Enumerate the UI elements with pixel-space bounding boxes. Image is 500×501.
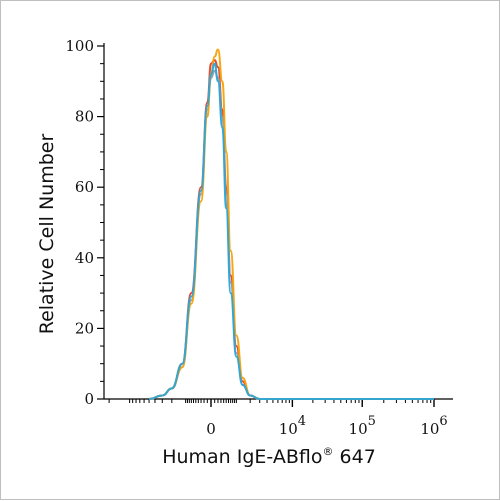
y-tick-label: 20 — [75, 319, 94, 337]
y-tick-label: 80 — [75, 108, 94, 126]
x-tick-label: 106 — [420, 414, 447, 438]
histogram-series-4 — [149, 62, 434, 401]
x-tick-label: 0 — [206, 420, 216, 438]
y-axis-label: Relative Cell Number — [36, 134, 58, 335]
y-tick-label: 100 — [65, 37, 94, 55]
x-axis-label-sup: ® — [322, 445, 333, 458]
x-axis-label-main: Human IgE-ABflo — [162, 446, 322, 468]
histogram-series-3 — [149, 48, 434, 401]
histogram-series-1 — [149, 59, 434, 401]
histogram-series-2 — [149, 69, 434, 401]
histogram-curves — [149, 48, 434, 401]
axes — [97, 43, 453, 407]
x-tick-label: 105 — [349, 414, 376, 438]
x-axis-label-tail: 647 — [333, 446, 375, 468]
x-axis-label: Human IgE-ABflo® 647 — [162, 445, 376, 468]
x-tick-label: 104 — [279, 414, 306, 438]
tick-labels: 0 20 40 60 80 100 0 104 105 106 — [65, 37, 447, 438]
y-tick-label: 0 — [84, 390, 94, 408]
y-tick-label: 60 — [75, 178, 94, 196]
y-tick-label: 40 — [75, 249, 94, 267]
